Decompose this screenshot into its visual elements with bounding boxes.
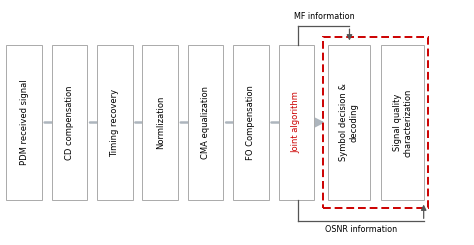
Text: MF information: MF information (294, 12, 354, 21)
FancyBboxPatch shape (6, 45, 42, 200)
FancyBboxPatch shape (381, 45, 424, 200)
FancyBboxPatch shape (52, 45, 87, 200)
FancyBboxPatch shape (279, 45, 314, 200)
Text: PDM received signal: PDM received signal (19, 80, 28, 165)
FancyBboxPatch shape (328, 45, 370, 200)
FancyBboxPatch shape (97, 45, 133, 200)
Text: FO Compensation: FO Compensation (246, 85, 255, 160)
Text: Timing recovery: Timing recovery (110, 88, 119, 157)
Text: CMA equalization: CMA equalization (201, 86, 210, 159)
Text: CD compensation: CD compensation (65, 85, 74, 160)
Text: Symbol decision &
decoding: Symbol decision & decoding (339, 84, 359, 161)
Text: Joint algorithm: Joint algorithm (292, 92, 301, 153)
FancyBboxPatch shape (143, 45, 178, 200)
FancyBboxPatch shape (188, 45, 223, 200)
Text: Normlization: Normlization (155, 96, 164, 149)
Text: Signal quality
characterization: Signal quality characterization (393, 88, 412, 157)
FancyBboxPatch shape (233, 45, 269, 200)
Text: OSNR information: OSNR information (325, 225, 397, 234)
